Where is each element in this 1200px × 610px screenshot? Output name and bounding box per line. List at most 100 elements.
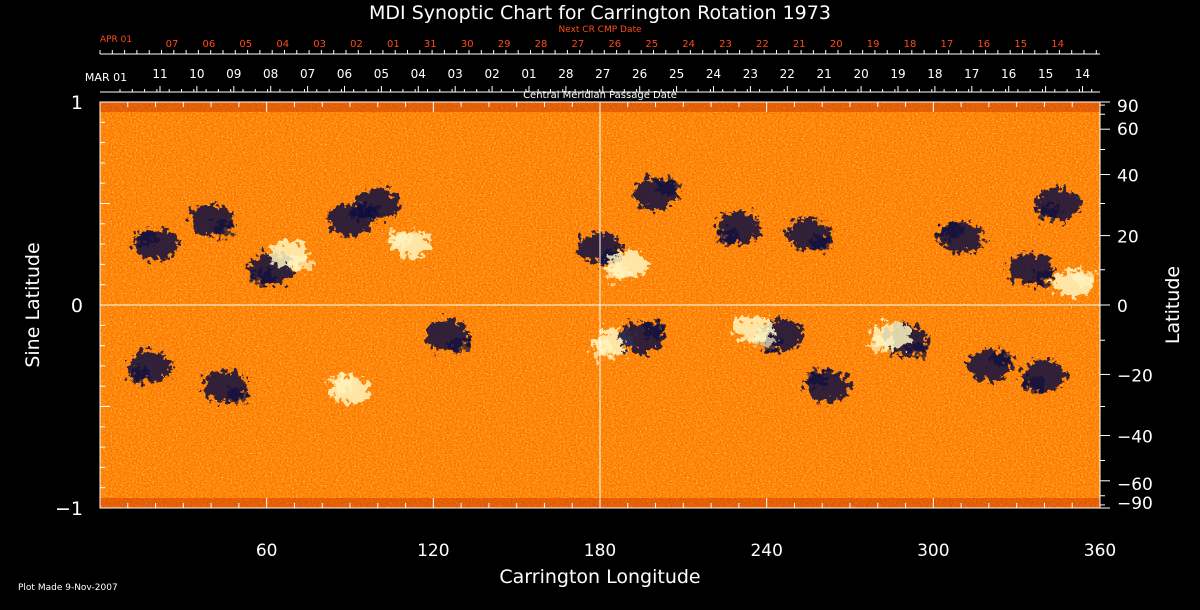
cmp-tick-label: 14 bbox=[1075, 67, 1090, 81]
active-region-negative bbox=[425, 319, 471, 353]
region-fringe bbox=[806, 371, 829, 388]
y-right-axis-label: Latitude bbox=[1162, 266, 1184, 344]
region-fringe bbox=[226, 387, 248, 404]
cmp-tick-label: 19 bbox=[890, 67, 905, 81]
cmp-tick-label: 11 bbox=[152, 67, 167, 81]
region-fringe bbox=[809, 234, 832, 251]
next-cr-tick-label: 19 bbox=[867, 39, 880, 50]
region-fringe bbox=[356, 204, 379, 221]
region-fringe bbox=[906, 340, 929, 357]
active-region-negative bbox=[355, 187, 400, 221]
next-cr-tick-label: 15 bbox=[1014, 39, 1027, 50]
cmp-tick-label: 05 bbox=[374, 67, 389, 81]
x-tick-label: 360 bbox=[1084, 541, 1116, 561]
y-right-tick-label: 0 bbox=[1117, 297, 1128, 317]
cmp-tick-label: 09 bbox=[226, 67, 241, 81]
y-left-ticks: 1 0 −1 bbox=[55, 92, 110, 520]
cmp-tick-label: 16 bbox=[1001, 67, 1016, 81]
active-region-negative bbox=[128, 349, 172, 383]
region-fringe bbox=[212, 220, 235, 237]
next-cr-start-label: APR 01 bbox=[100, 35, 132, 45]
next-cr-tick-label: 03 bbox=[313, 39, 326, 50]
active-region-positive bbox=[1052, 269, 1096, 298]
cmp-tick-label: 28 bbox=[558, 67, 573, 81]
cmp-tick-label: 22 bbox=[780, 67, 795, 81]
next-cr-tick-label: 29 bbox=[498, 39, 511, 50]
active-region-negative bbox=[786, 217, 832, 251]
cmp-tick-label: 10 bbox=[189, 67, 204, 81]
y-right-tick-label: 40 bbox=[1117, 167, 1139, 187]
region-fringe bbox=[642, 322, 665, 339]
active-region-negative bbox=[716, 211, 761, 245]
y-right-tick-label: 20 bbox=[1117, 228, 1139, 248]
cmp-tick-label: 21 bbox=[817, 67, 832, 81]
y-right-tick-label: −90 bbox=[1117, 494, 1153, 514]
chart-title: MDI Synoptic Chart for Carrington Rotati… bbox=[369, 2, 831, 24]
cmp-tick-label: 15 bbox=[1038, 67, 1053, 81]
cmp-tick-label: 08 bbox=[263, 67, 278, 81]
region-fringe bbox=[289, 255, 312, 272]
y-right-tick-label: −20 bbox=[1117, 366, 1153, 386]
y-left-axis-label: Sine Latitude bbox=[22, 242, 44, 367]
next-cr-tick-label: 31 bbox=[424, 39, 437, 50]
plot-made-label: Plot Made 9-Nov-2007 bbox=[18, 583, 118, 593]
next-cr-tick-label: 30 bbox=[461, 39, 474, 50]
region-fringe bbox=[940, 223, 963, 240]
x-tick-label: 180 bbox=[584, 541, 616, 561]
next-cr-tick-label: 25 bbox=[645, 39, 658, 50]
region-fringe bbox=[390, 229, 413, 246]
cmp-tick-label: 17 bbox=[964, 67, 979, 81]
region-fringe bbox=[1037, 204, 1060, 221]
next-cr-tick-label: 14 bbox=[1051, 39, 1064, 50]
region-fringe bbox=[448, 336, 471, 353]
cmp-tick-label: 26 bbox=[632, 67, 647, 81]
region-fringe bbox=[1031, 269, 1054, 286]
active-region-positive bbox=[732, 316, 776, 347]
region-fringe bbox=[870, 336, 893, 353]
y-left-tick-label: −1 bbox=[55, 498, 83, 520]
region-fringe bbox=[329, 375, 351, 392]
next-cr-tick-label: 20 bbox=[830, 39, 843, 50]
next-cr-tick-label: 16 bbox=[977, 39, 990, 50]
region-fringe bbox=[989, 350, 1012, 367]
region-fringe bbox=[134, 229, 157, 246]
next-cr-tick-label: 04 bbox=[276, 39, 289, 50]
region-fringe bbox=[656, 178, 679, 195]
next-cr-tick-label: 02 bbox=[350, 39, 363, 50]
active-region-negative bbox=[633, 177, 679, 210]
cmp-tick-label: 25 bbox=[669, 67, 684, 81]
cmp-tick-label: 24 bbox=[706, 67, 721, 81]
region-fringe bbox=[251, 269, 274, 286]
x-tick-label: 240 bbox=[750, 541, 782, 561]
cmp-tick-label: 27 bbox=[595, 67, 610, 81]
active-region-positive bbox=[268, 241, 312, 272]
next-cr-tick-label: 24 bbox=[682, 39, 695, 50]
next-cr-axis-label: Next CR CMP Date bbox=[558, 25, 642, 35]
cmp-tick-label: 20 bbox=[853, 67, 868, 81]
active-region-positive bbox=[870, 322, 912, 353]
x-tick-label: 300 bbox=[917, 541, 949, 561]
cmp-tick-label: 01 bbox=[521, 67, 536, 81]
active-region-negative bbox=[1008, 252, 1054, 286]
cmp-tick-label: 07 bbox=[300, 67, 315, 81]
y-left-tick-label: 0 bbox=[71, 295, 83, 317]
y-left-tick-label: 1 bbox=[71, 92, 83, 114]
y-right-ticks: 90 60 40 20 0 −20 −40 −60−90 bbox=[1100, 97, 1153, 514]
cmp-tick-label: 18 bbox=[927, 67, 942, 81]
next-cr-tick-label: 01 bbox=[387, 39, 400, 50]
active-region-positive bbox=[606, 251, 648, 282]
region-fringe bbox=[753, 330, 776, 347]
next-cr-ticks: 07 06 05 04 03 02 01 31 30 29 28 27 26 25 24 23 22 21 20 19… bbox=[99, 39, 1097, 54]
next-cr-tick-label: 17 bbox=[941, 39, 954, 50]
active-region-negative bbox=[133, 228, 178, 261]
cmp-tick-label: 02 bbox=[484, 67, 499, 81]
region-fringe bbox=[606, 265, 629, 282]
active-region-negative bbox=[189, 203, 235, 237]
cmp-tick-label: 23 bbox=[743, 67, 758, 81]
y-right-tick-label: 60 bbox=[1117, 120, 1139, 140]
region-fringe bbox=[1023, 377, 1046, 394]
region-fringe bbox=[1073, 269, 1096, 286]
x-axis-label: Carrington Longitude bbox=[499, 566, 700, 588]
cmp-tick-label: 04 bbox=[411, 67, 426, 81]
